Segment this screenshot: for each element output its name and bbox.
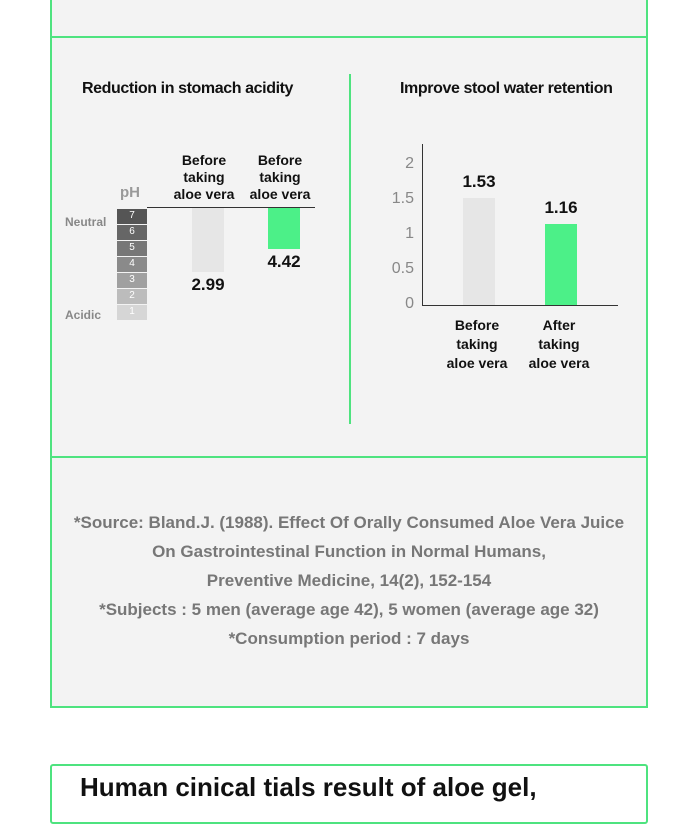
acidic-label: Acidic: [65, 308, 102, 322]
right-x-label-2: After taking aloe vera: [528, 317, 590, 371]
left-bar-2: [268, 208, 300, 250]
charts-panel: Reduction in stomach acidity Before takin…: [50, 36, 648, 458]
left-col-head-1: Before taking aloe vera: [173, 152, 235, 202]
ph-scale-cell-1: 1: [117, 304, 147, 320]
section-title: Human cinical tials result of aloe gel,: [80, 772, 537, 802]
left-chart-title: Reduction in stomach acidity: [82, 80, 294, 97]
right-x-axis-line: [422, 305, 618, 306]
source-line-5: *Consumption period : 7 days: [228, 629, 470, 648]
left-col-head-2: Before taking aloe vera: [249, 152, 311, 202]
ph-scale-cell-3: 3: [117, 272, 147, 288]
right-chart-title: Improve stool water retention: [400, 80, 613, 97]
left-value-label-1: 2.99: [191, 275, 225, 295]
right-value-label-2: 1.16: [544, 197, 578, 217]
right-ytick-0.5: 0.5: [391, 260, 414, 277]
right-x-label-1: Before taking aloe vera: [446, 317, 508, 371]
left-value-label-2: 4.42: [267, 252, 301, 272]
source-line-4: *Subjects : 5 men (average age 42), 5 wo…: [99, 600, 599, 619]
chart-divider: [349, 74, 351, 424]
left-bar-1: [192, 208, 224, 273]
ph-scale-cell-6: 6: [117, 224, 147, 240]
right-y-axis-line: [422, 144, 423, 306]
source-panel: *Source: Bland.J. (1988). Effect Of Oral…: [50, 456, 648, 708]
left-baseline: [147, 207, 315, 208]
right-ytick-1.5: 1.5: [391, 190, 414, 207]
source-line-1: *Source: Bland.J. (1988). Effect Of Oral…: [73, 513, 625, 532]
right-ytick-0: 0: [405, 295, 414, 312]
ph-axis-label: pH: [120, 184, 140, 201]
right-bar-1: [463, 197, 495, 305]
neutral-label: Neutral: [65, 215, 107, 229]
right-bar-2: [545, 223, 577, 305]
source-citation: *Source: Bland.J. (1988). Effect Of Oral…: [52, 508, 646, 653]
ph-scale-cell-2: 2: [117, 288, 147, 304]
next-section-panel: Human cinical tials result of aloe gel,: [50, 764, 648, 824]
source-line-3: Preventive Medicine, 14(2), 152-154: [206, 571, 492, 590]
source-line-2: On Gastrointestinal Function in Normal H…: [152, 542, 546, 561]
ph-scale-cell-7: 7: [117, 208, 147, 224]
right-ytick-1: 1: [405, 225, 414, 242]
ph-scale-cell-5: 5: [117, 240, 147, 256]
top-panel: [50, 0, 648, 38]
right-ytick-2: 2: [405, 155, 414, 172]
right-value-label-1: 1.53: [462, 171, 496, 191]
ph-scale-cell-4: 4: [117, 256, 147, 272]
